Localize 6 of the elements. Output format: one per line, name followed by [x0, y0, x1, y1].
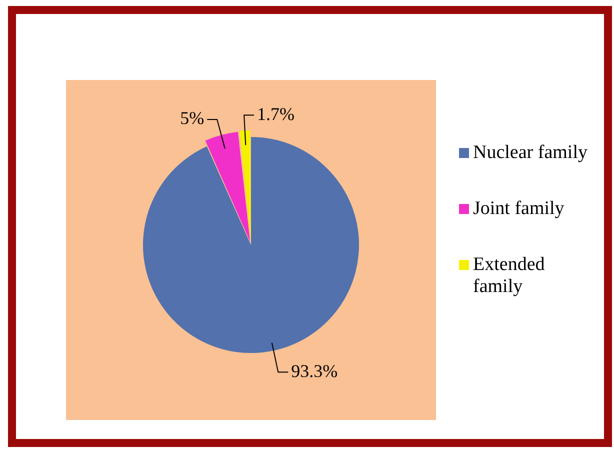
legend-label: Joint family [473, 198, 564, 220]
data-label: 1.7% [257, 104, 295, 124]
legend-label: Nuclear family [473, 142, 588, 164]
legend-label: Extended family [473, 254, 546, 298]
data-label: 93.3% [291, 360, 338, 381]
data-label: 5% [180, 108, 204, 128]
